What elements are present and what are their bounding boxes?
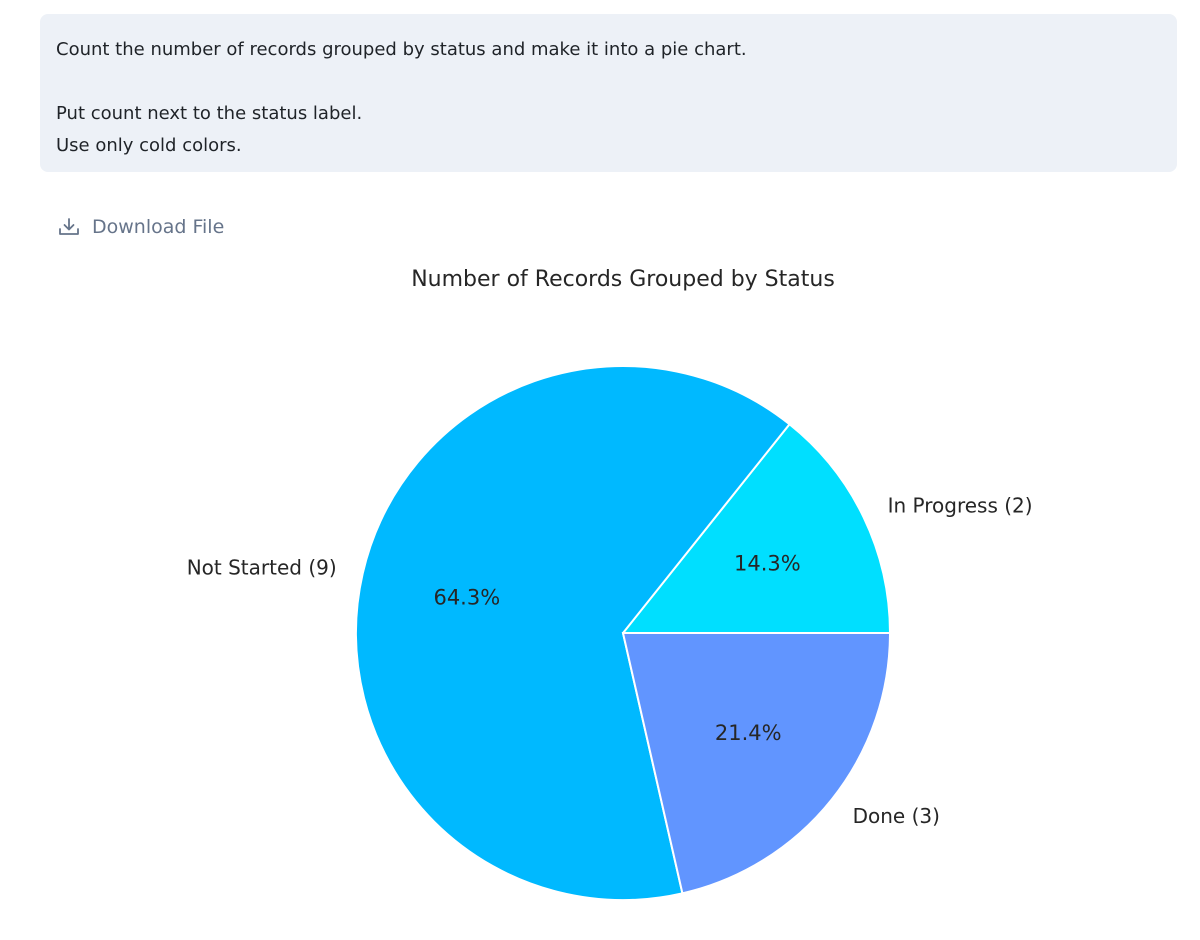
pie-chart: Number of Records Grouped by Status 14.3…: [0, 250, 1200, 940]
pie-slice-done: [621, 632, 892, 895]
pie-slice-in-progress: [620, 422, 892, 634]
prompt-message: Count the number of records grouped by s…: [40, 14, 1177, 172]
pie-slices: [355, 365, 892, 901]
pie-category-label: Done (3): [853, 804, 940, 828]
prompt-line-1: Count the number of records grouped by s…: [56, 39, 747, 60]
prompt-line-2: [56, 66, 1161, 98]
pie-category-label: Not Started (9): [187, 556, 337, 580]
pie-chart-svg: Number of Records Grouped by Status 14.3…: [187, 267, 1033, 901]
pie-percent-label: 21.4%: [715, 721, 782, 745]
download-file-link[interactable]: Download File: [58, 213, 224, 241]
prompt-line-4: Use only cold colors.: [56, 135, 242, 156]
prompt-line-3: Put count next to the status label.: [56, 103, 363, 124]
pie-slice-not-started: [355, 365, 791, 901]
pie-labels: 14.3% In Progress (2) 64.3% Not Started (9)…: [187, 494, 1033, 829]
download-file-label: Download File: [92, 216, 225, 238]
pie-percent-label: 14.3%: [734, 551, 801, 575]
pie-category-label: In Progress (2): [888, 494, 1033, 518]
download-icon: [58, 217, 80, 237]
pie-percent-label: 64.3%: [433, 585, 500, 609]
chart-title: Number of Records Grouped by Status: [411, 267, 835, 292]
